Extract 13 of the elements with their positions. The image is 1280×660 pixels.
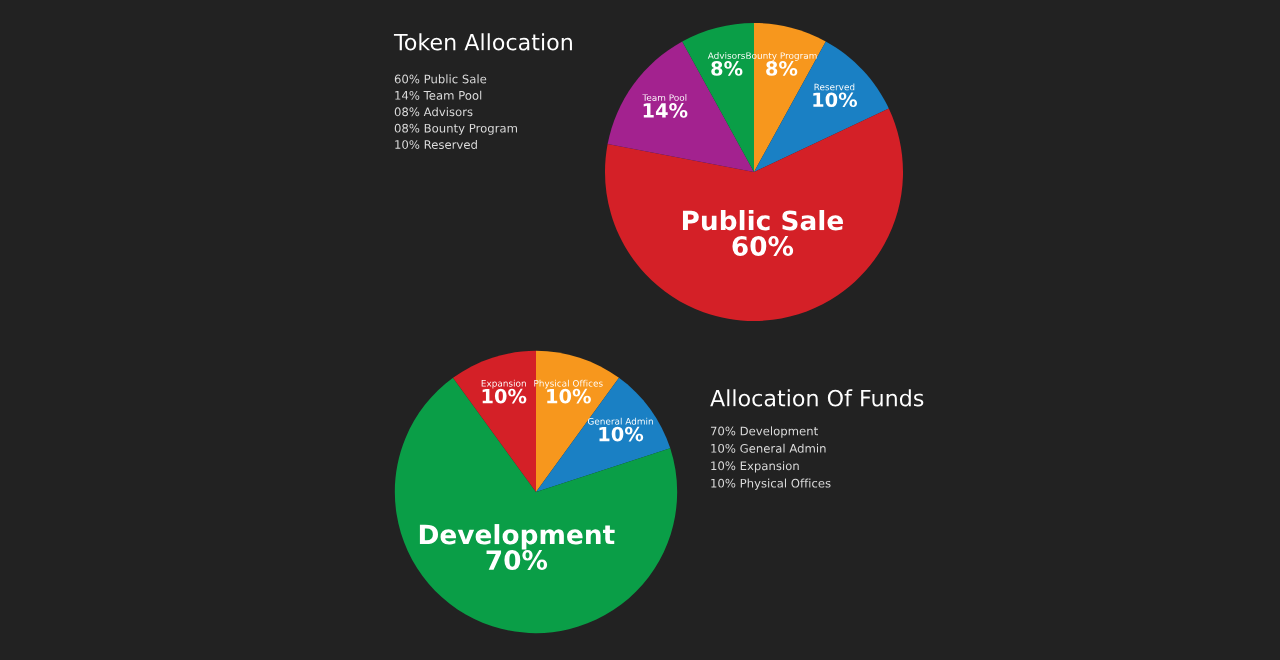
data-label: 70% — [486, 550, 548, 571]
slice-label: Public Sale — [682, 210, 843, 231]
chart-title: Token Allocation — [393, 33, 572, 51]
data-label: 10% — [547, 388, 591, 404]
data-label: 8% — [711, 61, 743, 76]
data-label: 14% — [643, 103, 688, 118]
data-label: 10% — [599, 426, 644, 442]
slice-label: Development — [419, 524, 615, 550]
data-label: 8% — [766, 61, 798, 76]
text: Allocation Of Funds — [710, 389, 924, 407]
data-label: 10% — [813, 92, 858, 108]
data-label: 60% — [732, 236, 794, 256]
data-label: 10% — [482, 388, 527, 404]
